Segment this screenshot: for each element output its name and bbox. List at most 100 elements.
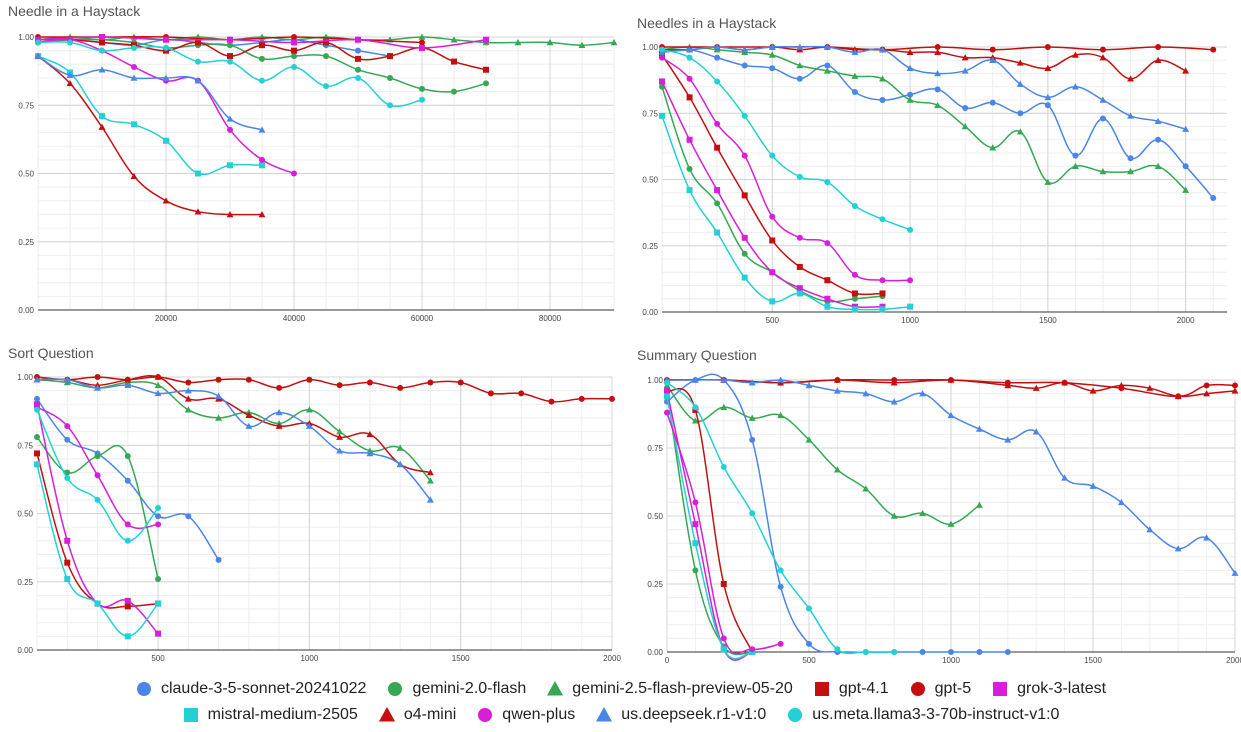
- legend-marker-shape: [815, 682, 829, 696]
- data-point: [1204, 382, 1210, 388]
- data-point: [34, 407, 40, 413]
- chart-panel: Sort Question 500 1000 1500 2000 0.00 0.25 0.50…: [8, 345, 621, 663]
- data-point: [246, 377, 252, 383]
- data-point: [769, 214, 775, 220]
- legend-marker-icon: [786, 706, 804, 724]
- data-point: [806, 605, 812, 611]
- data-point: [419, 97, 425, 103]
- x-tick-label: 500: [766, 316, 780, 325]
- data-point: [67, 39, 73, 45]
- data-point: [749, 646, 755, 652]
- data-point: [664, 393, 670, 399]
- x-tick-label: 1000: [901, 316, 919, 325]
- data-point: [920, 649, 926, 655]
- legend-item: o4-mini: [378, 706, 456, 724]
- x-tick-label: 60000: [411, 314, 434, 323]
- data-point: [769, 65, 775, 71]
- data-point: [125, 453, 131, 459]
- data-point: [579, 396, 585, 402]
- data-point: [185, 406, 192, 412]
- data-point: [34, 461, 40, 467]
- x-tick-label: 0: [665, 656, 670, 665]
- y-tick-label: 0.25: [642, 242, 658, 251]
- data-point: [659, 47, 665, 53]
- data-point: [99, 39, 105, 45]
- data-point: [125, 478, 131, 484]
- legend-label: o4-mini: [404, 706, 456, 724]
- series-line: [667, 385, 979, 524]
- data-point: [687, 55, 693, 61]
- data-point: [879, 97, 885, 103]
- data-point: [714, 200, 720, 206]
- data-point: [692, 499, 698, 505]
- series-line: [667, 391, 752, 655]
- data-point: [387, 102, 393, 108]
- data-point: [907, 227, 913, 233]
- data-point: [488, 390, 494, 396]
- legend-label: gemini-2.5-flash-preview-05-20: [572, 680, 793, 698]
- data-point: [185, 513, 191, 519]
- data-point: [291, 34, 297, 40]
- data-point: [1072, 153, 1078, 159]
- data-point: [216, 377, 222, 383]
- data-point: [259, 78, 265, 84]
- series-group: [659, 44, 1190, 193]
- data-point: [714, 55, 720, 61]
- legend-label: mistral-medium-2505: [208, 706, 358, 724]
- y-tick-label: 0.25: [18, 238, 34, 247]
- series-line: [38, 56, 262, 215]
- data-point: [664, 410, 670, 416]
- data-point: [742, 192, 748, 198]
- y-tick-label: 0.25: [17, 578, 33, 587]
- data-point: [155, 576, 161, 582]
- data-point: [458, 379, 464, 385]
- data-point: [227, 162, 233, 168]
- y-tick-label: 1.00: [17, 373, 33, 382]
- data-point: [1100, 116, 1106, 122]
- data-point: [259, 42, 265, 48]
- data-point: [721, 646, 727, 652]
- data-point: [907, 277, 913, 283]
- legend-item: claude-3-5-sonnet-20241022: [135, 680, 366, 698]
- data-point: [323, 83, 329, 89]
- data-point: [397, 385, 403, 391]
- legend-marker-icon: [813, 680, 831, 698]
- data-point: [306, 377, 312, 383]
- data-point: [806, 641, 812, 647]
- charts-canvas: Needle in a Haystack20000 40000 60000 80000…: [0, 0, 1241, 670]
- y-tick-label: 0.75: [18, 101, 34, 110]
- data-point: [155, 601, 161, 607]
- x-tick-label: 2000: [1226, 656, 1241, 665]
- data-point: [1210, 195, 1216, 201]
- legend-marker-icon: [991, 680, 1009, 698]
- data-point: [64, 423, 70, 429]
- data-point: [95, 374, 101, 380]
- data-point: [907, 304, 913, 310]
- data-point: [948, 649, 954, 655]
- x-tick-label: 500: [151, 654, 165, 663]
- data-point: [852, 272, 858, 278]
- y-tick-label: 0.00: [17, 646, 33, 655]
- data-point: [742, 113, 748, 119]
- data-point: [778, 641, 784, 647]
- data-point: [692, 567, 698, 573]
- series-line: [662, 47, 1186, 130]
- y-tick-label: 0.50: [647, 512, 663, 521]
- data-point: [797, 235, 803, 241]
- data-point: [687, 187, 693, 193]
- data-point: [749, 437, 755, 443]
- legend-marker-shape: [379, 707, 395, 721]
- data-point: [276, 385, 282, 391]
- data-point: [879, 306, 885, 312]
- data-point: [64, 560, 70, 566]
- chart-title: Summary Question: [637, 347, 757, 363]
- series-line: [667, 389, 752, 652]
- data-point: [664, 380, 670, 386]
- data-point: [852, 89, 858, 95]
- data-point: [64, 437, 70, 443]
- data-point: [778, 584, 784, 590]
- legend-marker-shape: [596, 707, 612, 721]
- data-point: [227, 53, 233, 59]
- chart-title: Needle in a Haystack: [8, 3, 141, 19]
- y-tick-label: 1.00: [647, 376, 663, 385]
